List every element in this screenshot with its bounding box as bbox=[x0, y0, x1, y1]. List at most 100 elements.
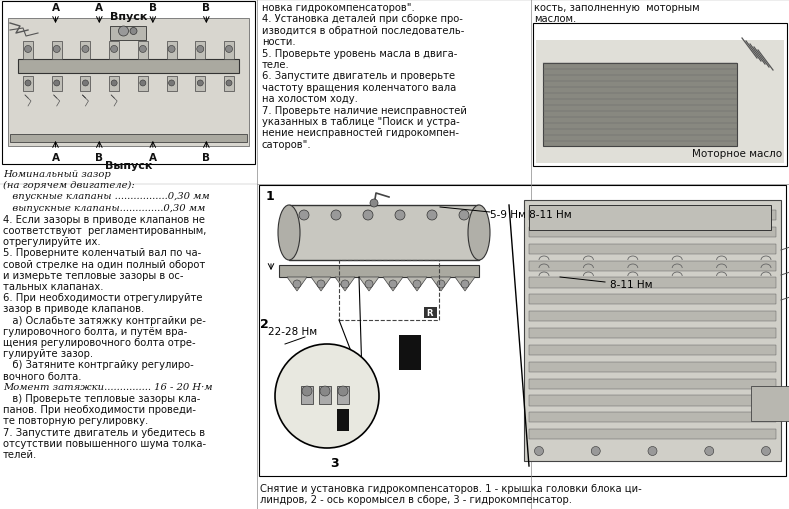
Text: те повторную регулировку.: те повторную регулировку. bbox=[3, 415, 148, 426]
Circle shape bbox=[54, 81, 60, 87]
Circle shape bbox=[197, 81, 204, 87]
Bar bbox=[10, 135, 247, 143]
Text: гулируйте зазор.: гулируйте зазор. bbox=[3, 349, 93, 358]
Bar bbox=[109, 42, 119, 60]
Circle shape bbox=[389, 280, 397, 289]
Polygon shape bbox=[455, 277, 475, 292]
Text: 7. Запустите двигатель и убедитесь в: 7. Запустите двигатель и убедитесь в bbox=[3, 427, 205, 437]
Circle shape bbox=[140, 46, 146, 53]
Circle shape bbox=[226, 81, 232, 87]
Text: 5. Проверните коленчатый вал по ча-: 5. Проверните коленчатый вал по ча- bbox=[3, 248, 201, 258]
Circle shape bbox=[24, 46, 32, 53]
Bar bbox=[543, 64, 737, 147]
Text: щения регулировочного болта отре-: щения регулировочного болта отре- bbox=[3, 337, 196, 347]
Bar bbox=[337, 386, 349, 404]
Bar bbox=[279, 266, 479, 277]
Text: совой стрелке на один полный оборот: совой стрелке на один полный оборот bbox=[3, 259, 205, 269]
Circle shape bbox=[110, 46, 118, 53]
Circle shape bbox=[341, 280, 349, 289]
Text: 5. Проверьте уровень масла в двига-: 5. Проверьте уровень масла в двига- bbox=[262, 48, 458, 59]
Circle shape bbox=[331, 211, 341, 220]
Circle shape bbox=[25, 81, 31, 87]
Text: гулировочного болта, и путём вра-: гулировочного болта, и путём вра- bbox=[3, 326, 187, 336]
Polygon shape bbox=[383, 277, 403, 292]
Bar bbox=[529, 261, 776, 271]
Text: Снятие и установка гидрокомпенсаторов. 1 - крышка головки блока ци-: Снятие и установка гидрокомпенсаторов. 1… bbox=[260, 483, 641, 493]
Text: указанных в таблице "Поиск и устра-: указанных в таблице "Поиск и устра- bbox=[262, 117, 460, 127]
Text: изводится в обратной последователь-: изводится в обратной последователь- bbox=[262, 26, 465, 36]
Bar bbox=[399, 335, 421, 370]
Circle shape bbox=[534, 446, 544, 456]
Text: маслом.: маслом. bbox=[534, 14, 576, 24]
Text: Выпуск: Выпуск bbox=[105, 161, 152, 171]
Text: б) Затяните контргайку регулиро-: б) Затяните контргайку регулиро- bbox=[3, 360, 194, 370]
Bar bbox=[259, 186, 786, 476]
Circle shape bbox=[648, 446, 657, 456]
Bar bbox=[110, 27, 147, 41]
Circle shape bbox=[370, 200, 378, 208]
Text: нение неисправностей гидрокомпен-: нение неисправностей гидрокомпен- bbox=[262, 128, 459, 138]
Text: 2: 2 bbox=[260, 317, 268, 330]
Bar bbox=[529, 228, 776, 238]
Bar bbox=[529, 395, 776, 406]
Bar bbox=[529, 206, 771, 231]
Bar bbox=[52, 77, 62, 92]
Polygon shape bbox=[311, 277, 331, 292]
Bar bbox=[138, 42, 148, 60]
Bar bbox=[80, 42, 91, 60]
Bar bbox=[196, 42, 205, 60]
Circle shape bbox=[299, 211, 309, 220]
Text: выпускные клапаны..............0,30 мм: выпускные клапаны..............0,30 мм bbox=[3, 203, 205, 212]
Text: (на горячем двигателе):: (на горячем двигателе): bbox=[3, 181, 135, 190]
Circle shape bbox=[591, 446, 600, 456]
Circle shape bbox=[302, 386, 312, 396]
Circle shape bbox=[761, 446, 771, 456]
Bar bbox=[319, 386, 331, 404]
Text: 3: 3 bbox=[331, 457, 339, 470]
Circle shape bbox=[111, 81, 117, 87]
Bar bbox=[8, 19, 249, 147]
Circle shape bbox=[461, 280, 469, 289]
Text: телей.: телей. bbox=[3, 449, 37, 459]
Bar bbox=[18, 60, 239, 74]
Text: A: A bbox=[95, 3, 103, 13]
Bar bbox=[529, 379, 776, 389]
Bar bbox=[524, 201, 781, 461]
Circle shape bbox=[293, 280, 301, 289]
Text: зазор в приводе клапанов.: зазор в приводе клапанов. bbox=[3, 304, 144, 314]
Text: новка гидрокомпенсаторов".: новка гидрокомпенсаторов". bbox=[262, 3, 415, 13]
Bar bbox=[536, 41, 784, 164]
Text: 7. Проверьте наличие неисправностей: 7. Проверьте наличие неисправностей bbox=[262, 105, 467, 116]
Polygon shape bbox=[335, 277, 355, 292]
Text: R: R bbox=[427, 308, 433, 317]
Polygon shape bbox=[407, 277, 427, 292]
Bar bbox=[52, 42, 62, 60]
Text: 6. Запустите двигатель и проверьте: 6. Запустите двигатель и проверьте bbox=[262, 71, 455, 81]
Text: теле.: теле. bbox=[262, 60, 290, 70]
Ellipse shape bbox=[278, 206, 300, 261]
Text: A: A bbox=[149, 153, 157, 163]
Bar bbox=[529, 412, 776, 422]
Bar bbox=[23, 77, 33, 92]
Text: B: B bbox=[202, 153, 211, 163]
Bar bbox=[289, 206, 479, 261]
Bar bbox=[224, 42, 234, 60]
Text: 22-28 Нм: 22-28 Нм bbox=[268, 326, 317, 336]
Text: A: A bbox=[51, 3, 59, 13]
Circle shape bbox=[130, 29, 137, 36]
Circle shape bbox=[140, 81, 146, 87]
Circle shape bbox=[395, 211, 405, 220]
Bar bbox=[80, 77, 91, 92]
Bar bbox=[529, 312, 776, 322]
Text: линдров, 2 - ось коромысел в сборе, 3 - гидрокомпенсатор.: линдров, 2 - ось коромысел в сборе, 3 - … bbox=[260, 494, 572, 504]
Bar bbox=[529, 244, 776, 254]
Bar bbox=[224, 77, 234, 92]
Text: 5-9 Нм 8-11 Нм: 5-9 Нм 8-11 Нм bbox=[490, 210, 571, 219]
Text: Впуск: Впуск bbox=[110, 12, 148, 22]
Circle shape bbox=[275, 344, 379, 448]
Bar bbox=[529, 295, 776, 305]
Circle shape bbox=[320, 386, 330, 396]
Polygon shape bbox=[287, 277, 307, 292]
Circle shape bbox=[53, 46, 60, 53]
Bar bbox=[2, 2, 255, 165]
